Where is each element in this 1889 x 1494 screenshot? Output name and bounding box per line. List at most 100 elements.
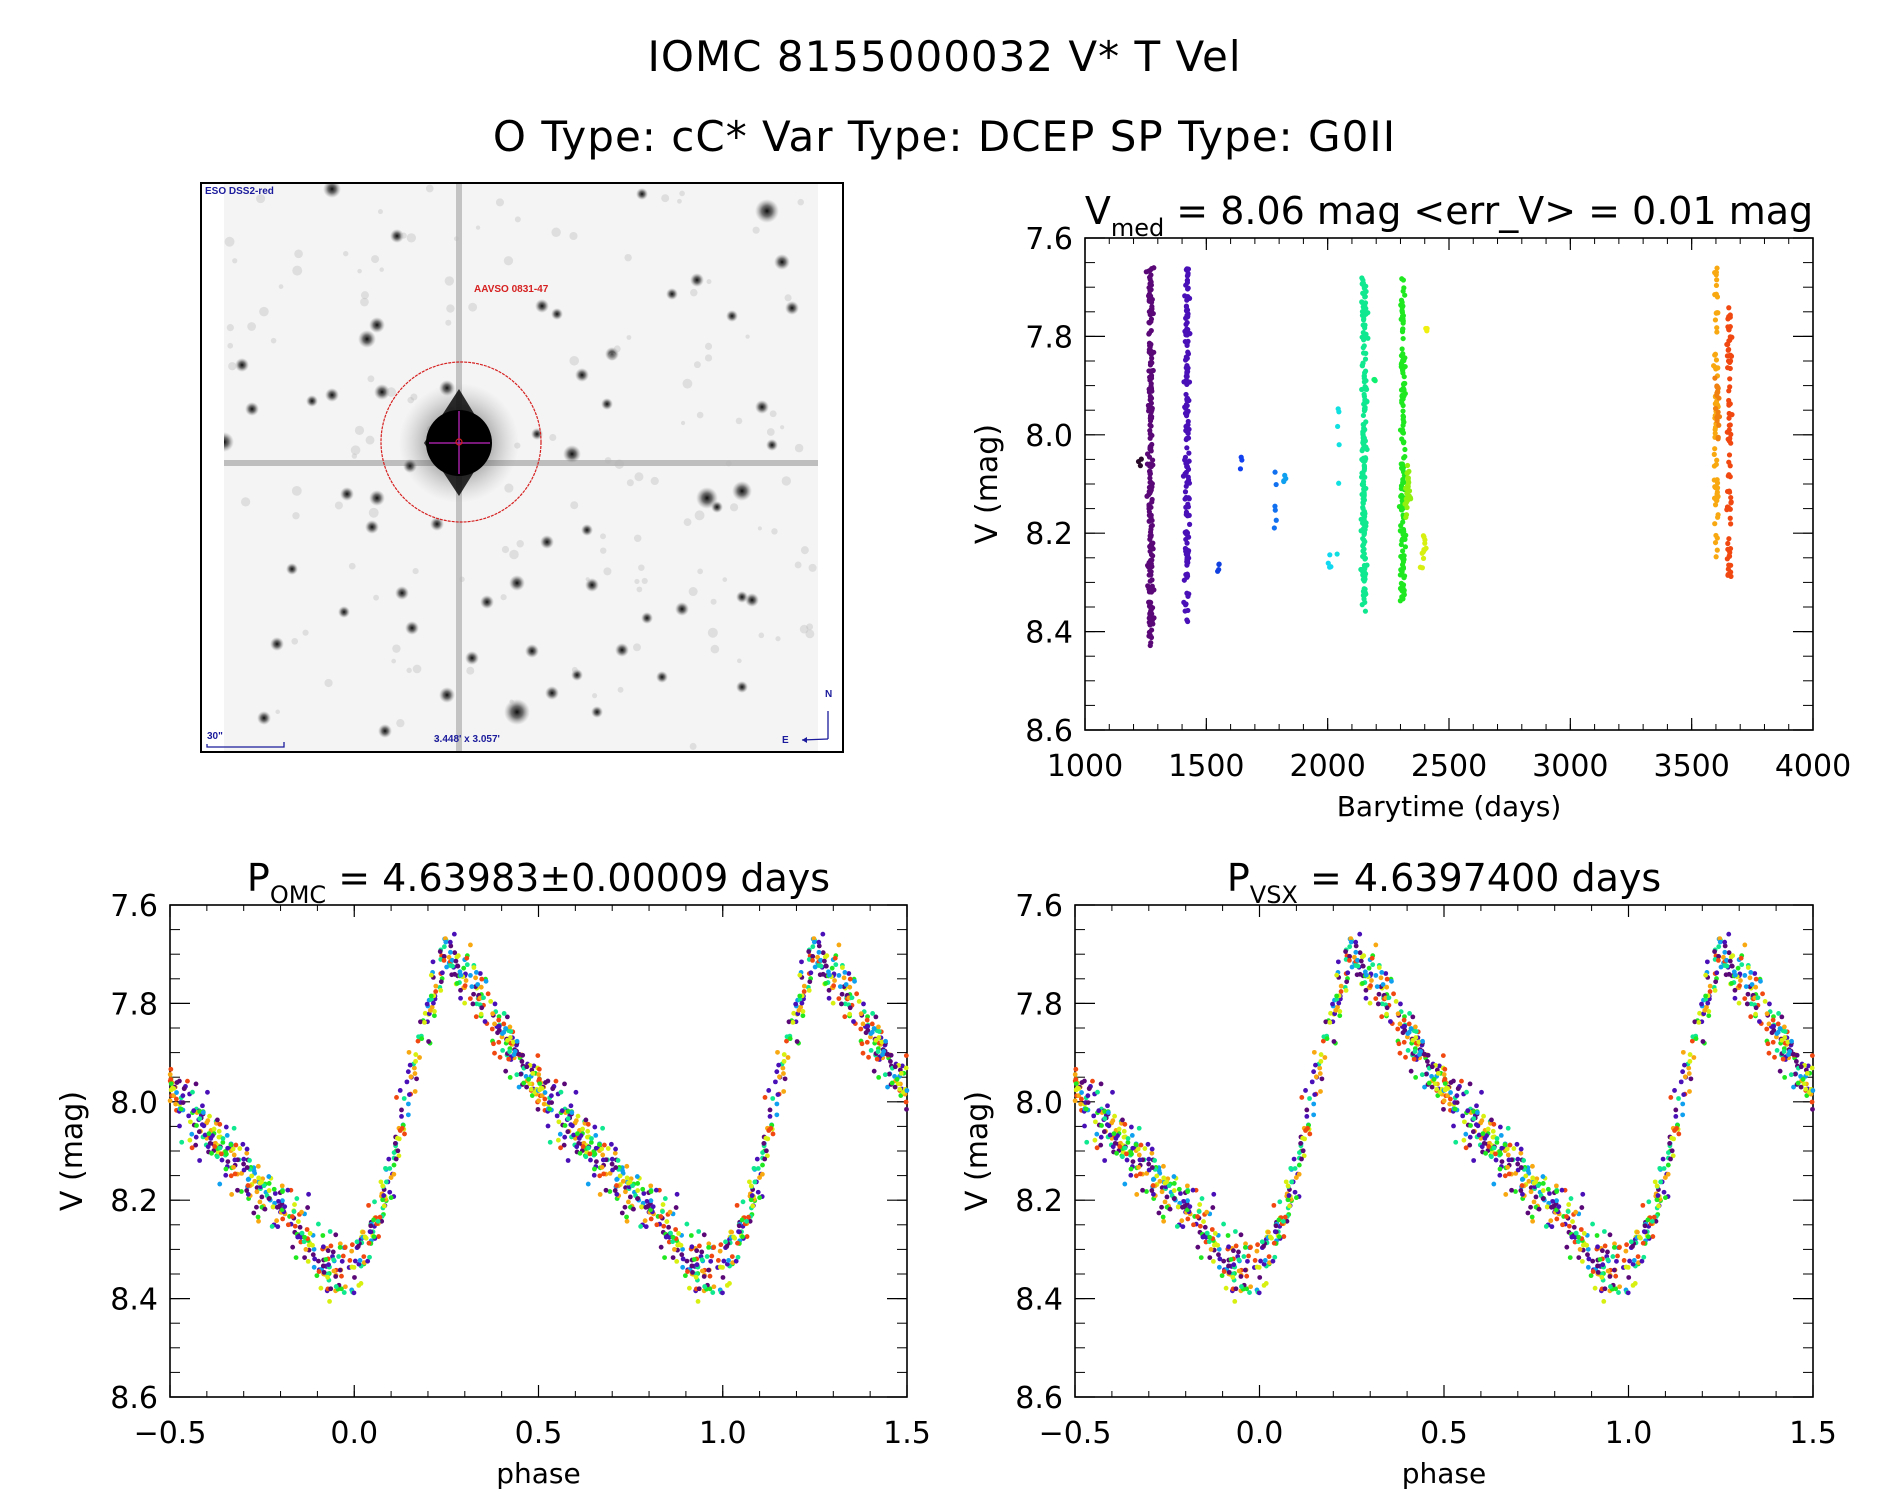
data-point bbox=[230, 1146, 236, 1152]
data-point bbox=[1782, 1075, 1788, 1080]
data-point bbox=[557, 1131, 563, 1137]
data-point bbox=[1271, 1202, 1277, 1208]
data-point bbox=[325, 1271, 331, 1277]
data-point bbox=[1148, 279, 1154, 285]
data-point bbox=[1130, 1159, 1136, 1165]
data-point bbox=[820, 931, 826, 937]
faint-star bbox=[247, 322, 256, 331]
data-point bbox=[1441, 1072, 1447, 1077]
data-point bbox=[1706, 1013, 1712, 1019]
data-point bbox=[1727, 358, 1734, 364]
data-point bbox=[565, 1109, 571, 1114]
data-point bbox=[1184, 530, 1191, 536]
data-point bbox=[452, 950, 458, 956]
data-point bbox=[679, 1252, 685, 1258]
data-point bbox=[1136, 1125, 1142, 1131]
data-point bbox=[1113, 1136, 1119, 1141]
faint-star bbox=[679, 190, 685, 197]
data-point bbox=[620, 1178, 626, 1184]
data-point bbox=[187, 1119, 193, 1125]
data-point bbox=[223, 1166, 229, 1172]
data-point bbox=[1361, 393, 1368, 399]
data-point bbox=[1566, 1202, 1572, 1207]
right-margin bbox=[818, 184, 842, 751]
data-point bbox=[1226, 1244, 1231, 1250]
data-point bbox=[325, 1274, 331, 1280]
data-point bbox=[1398, 353, 1405, 359]
field-star bbox=[636, 188, 648, 200]
data-point bbox=[320, 1233, 326, 1238]
faint-star bbox=[633, 534, 642, 543]
data-point bbox=[271, 1186, 277, 1192]
data-point bbox=[1795, 1080, 1801, 1086]
data-point bbox=[280, 1189, 285, 1194]
data-point bbox=[1246, 1253, 1251, 1259]
data-point bbox=[1361, 508, 1367, 515]
data-point bbox=[1357, 950, 1363, 956]
data-point bbox=[1150, 1183, 1156, 1188]
data-point bbox=[356, 1261, 362, 1267]
data-point bbox=[749, 1193, 755, 1198]
data-point bbox=[1242, 1245, 1248, 1250]
data-point bbox=[761, 1141, 767, 1146]
data-point bbox=[1296, 1162, 1302, 1168]
data-point bbox=[782, 1076, 788, 1082]
data-point bbox=[1699, 1001, 1704, 1007]
data-point bbox=[605, 1146, 611, 1151]
y-tick-label: 8.4 bbox=[110, 1283, 158, 1318]
data-point bbox=[854, 991, 860, 997]
data-point bbox=[1237, 466, 1244, 472]
data-point bbox=[1284, 1218, 1290, 1224]
data-point bbox=[1518, 1188, 1524, 1193]
data-point bbox=[754, 1156, 760, 1162]
data-point bbox=[1585, 1252, 1590, 1258]
data-point bbox=[328, 1286, 334, 1292]
data-point bbox=[1184, 297, 1190, 303]
data-point bbox=[666, 1224, 672, 1230]
data-point bbox=[1313, 1074, 1319, 1080]
data-point bbox=[1373, 973, 1379, 978]
y-tick-label: 8.2 bbox=[1015, 1184, 1063, 1219]
data-point bbox=[1408, 1026, 1414, 1031]
data-point bbox=[1204, 1230, 1210, 1236]
data-point bbox=[340, 1253, 346, 1259]
data-point bbox=[899, 1063, 905, 1069]
data-point bbox=[1727, 545, 1734, 552]
data-point bbox=[274, 1218, 280, 1224]
data-point bbox=[1245, 1258, 1250, 1264]
data-point bbox=[1247, 1245, 1253, 1250]
data-point bbox=[1151, 1191, 1156, 1197]
faint-star bbox=[386, 387, 396, 397]
field-star bbox=[571, 669, 583, 681]
x-tick-label: 1.0 bbox=[1605, 1416, 1653, 1451]
data-point bbox=[1359, 386, 1365, 393]
data-point bbox=[1209, 1227, 1215, 1232]
data-point bbox=[562, 1081, 567, 1087]
data-point bbox=[337, 1245, 343, 1250]
data-point bbox=[781, 1071, 786, 1076]
data-point bbox=[1632, 1281, 1638, 1286]
data-point bbox=[208, 1136, 214, 1141]
data-point bbox=[1353, 949, 1359, 955]
data-point bbox=[565, 1158, 571, 1163]
data-point bbox=[275, 1224, 281, 1230]
data-point bbox=[1809, 1065, 1815, 1071]
data-point bbox=[1148, 532, 1154, 538]
data-point bbox=[635, 1181, 641, 1186]
field-star bbox=[325, 388, 339, 402]
data-point bbox=[1724, 341, 1730, 348]
data-point bbox=[1318, 1058, 1324, 1064]
data-point bbox=[599, 1164, 605, 1170]
data-point bbox=[320, 1244, 326, 1250]
data-point bbox=[1128, 1166, 1134, 1172]
data-point bbox=[1143, 269, 1149, 275]
data-point bbox=[1788, 1072, 1794, 1078]
data-point bbox=[366, 1240, 372, 1246]
data-point bbox=[558, 1089, 564, 1095]
data-point bbox=[1361, 521, 1367, 527]
data-point bbox=[336, 1254, 342, 1259]
field-star bbox=[641, 612, 653, 624]
data-point bbox=[1729, 963, 1735, 969]
faint-star bbox=[600, 547, 607, 554]
data-point bbox=[1588, 1273, 1594, 1279]
